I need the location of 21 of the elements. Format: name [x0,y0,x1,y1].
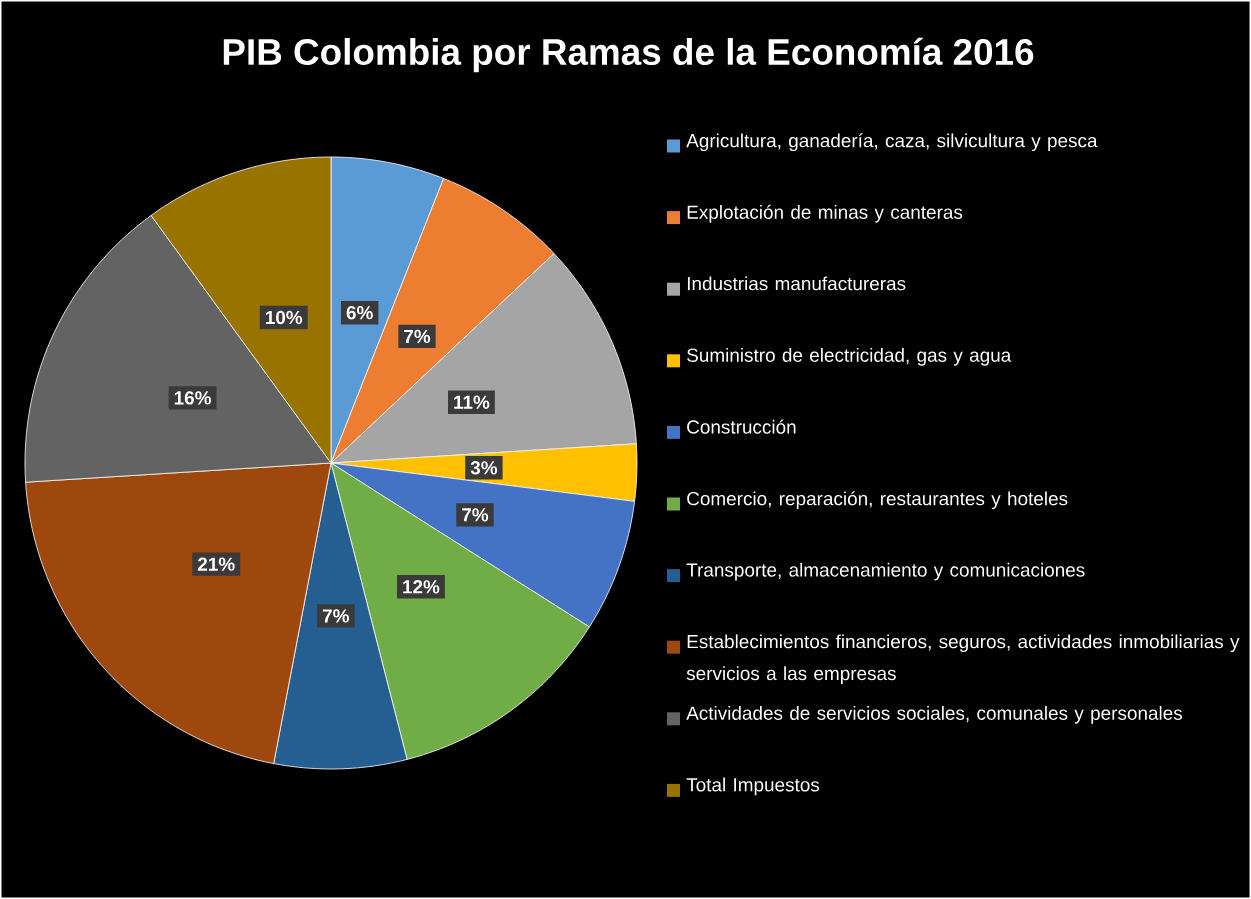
data-label: 11% [454,395,490,409]
data-label: 10% [265,310,303,325]
data-label: 7% [404,329,431,344]
data-label: 16% [174,391,211,405]
legend-label: Total Impuestos [686,777,820,796]
legend-label: Transporte, almacenamiento y comunicaciones [686,562,1085,581]
legend-label: Industrias manufactureras [687,276,906,291]
legend-label: Actividades de servicios sociales, comunales y personales [686,706,1183,724]
chart-title: PIB Colombia por Ramas de la Economía 2016 [223,37,1034,73]
data-label: 3% [470,461,498,475]
data-label: 7% [462,508,489,522]
data-label: 12% [403,580,440,594]
legend-label: Explotación de minas y canteras [687,204,963,223]
data-label: 6% [346,306,373,320]
data-label: 7% [322,609,349,623]
legend-label: Establecimientos financieros, seguros, actividades inmobiliarias y servicios a las empresas [686,634,1240,684]
legend-label: Suministro de electricidad, gas y agua [687,348,1012,366]
legend-label: Construcción [687,419,796,434]
legend-label: Agricultura, ganadería, caza, silvicultura y pesca [686,133,1098,152]
data-label: 21% [197,557,235,571]
legend-label: Comercio, reparación, restaurantes y hoteles [687,491,1068,510]
